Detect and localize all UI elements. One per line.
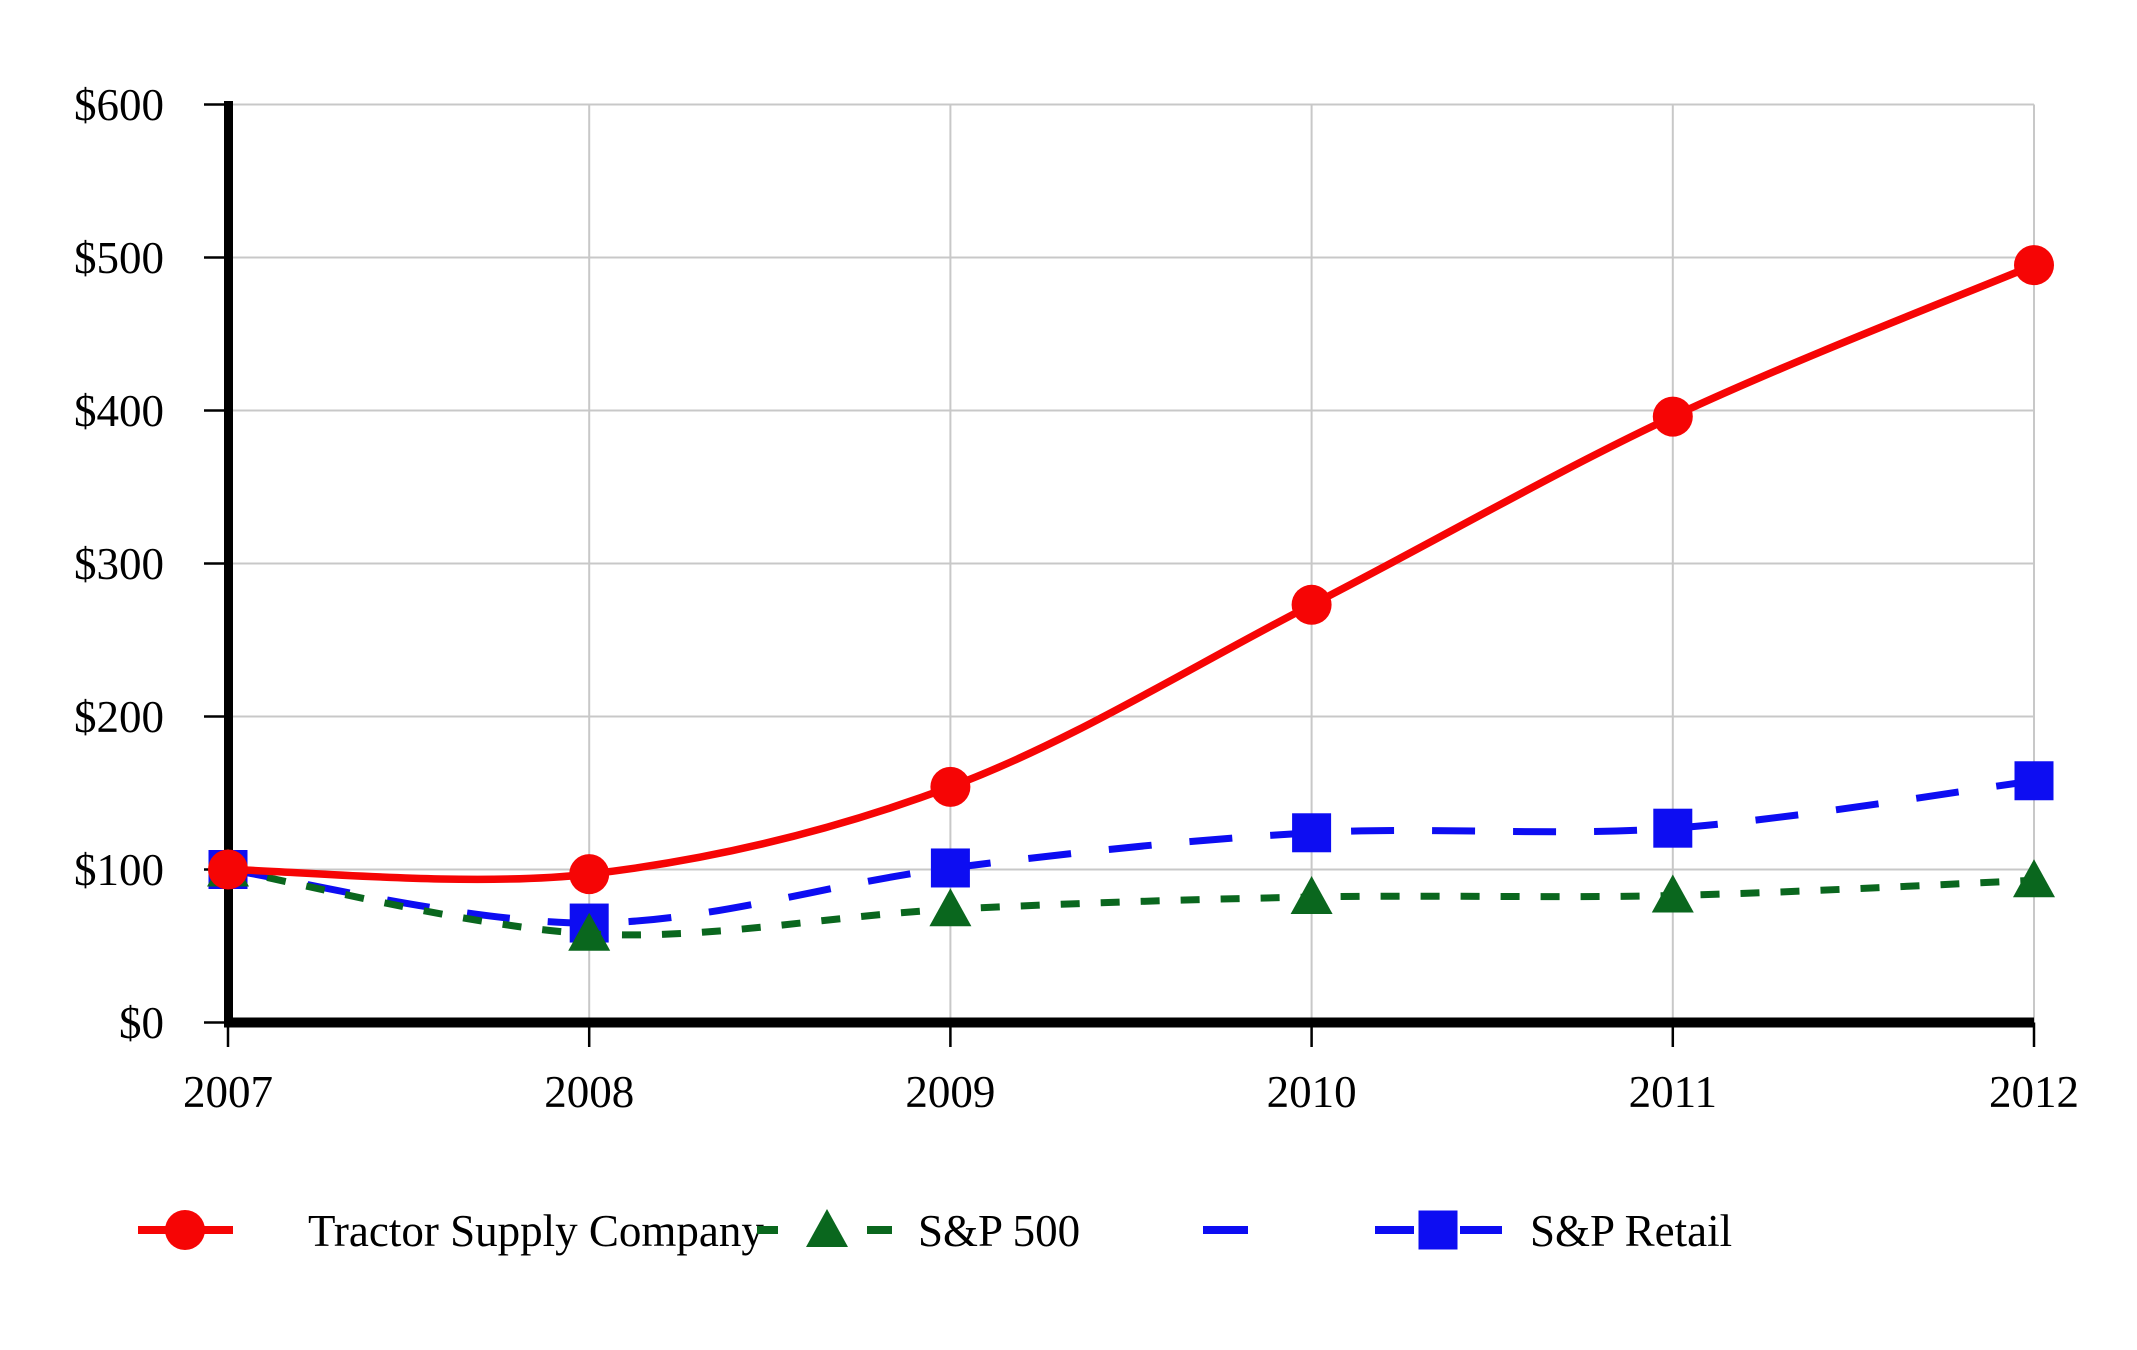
legend-label-s-p-500: S&P 500 xyxy=(918,1206,1080,1256)
marker-triangle-legend-s-p-500 xyxy=(806,1209,848,1247)
y-tick-label: $500 xyxy=(74,233,164,283)
y-tick-label: $0 xyxy=(119,998,164,1048)
marker-square-s-p-retail xyxy=(1653,808,1693,848)
marker-circle-tractor-supply-company xyxy=(2014,245,2054,286)
series-line-s-p-retail xyxy=(227,777,2035,927)
y-tick-label: $100 xyxy=(74,845,164,895)
y-tick-label: $200 xyxy=(74,692,164,742)
y-tick-label: $600 xyxy=(74,80,164,130)
marker-circle-legend-tractor-supply-company xyxy=(165,1210,205,1250)
marker-circle-tractor-supply-company xyxy=(1291,584,1332,625)
marker-circle-tractor-supply-company xyxy=(1652,396,1693,437)
x-tick-label: 2007 xyxy=(183,1067,273,1117)
legend-label-s-p-retail: S&P Retail xyxy=(1530,1206,1732,1256)
marker-square-legend-s-p-retail xyxy=(1418,1210,1458,1250)
y-tick-label: $300 xyxy=(74,539,164,589)
marker-triangle-s-p-500 xyxy=(2013,859,2055,898)
marker-square-s-p-retail xyxy=(1292,813,1332,853)
legend-item-s-p-500: S&P 500 xyxy=(757,1206,1080,1256)
x-tick-label: 2011 xyxy=(1629,1067,1717,1117)
marker-triangle-s-p-500 xyxy=(929,888,972,927)
marker-square-s-p-retail xyxy=(930,848,970,888)
x-tick-label: 2012 xyxy=(1989,1067,2079,1117)
x-tick-label: 2009 xyxy=(905,1067,995,1117)
x-tick-label: 2010 xyxy=(1267,1067,1357,1117)
marker-triangle-s-p-500 xyxy=(1651,874,1694,913)
marker-square-s-p-retail xyxy=(2014,761,2054,801)
marker-circle-tractor-supply-company xyxy=(208,849,248,890)
legend-item-tractor-supply-company: Tractor Supply Company xyxy=(138,1206,764,1256)
marker-triangle-s-p-500 xyxy=(568,912,611,951)
legend-label-tractor-supply-company: Tractor Supply Company xyxy=(308,1206,764,1256)
marker-triangle-s-p-500 xyxy=(1290,876,1333,915)
y-tick-label: $400 xyxy=(74,386,164,436)
marker-circle-tractor-supply-company xyxy=(930,766,971,807)
marker-circle-tractor-supply-company xyxy=(569,854,610,895)
series-line-tractor-supply-company xyxy=(227,261,2036,884)
x-tick-label: 2008 xyxy=(544,1067,634,1117)
legend-item-s-p-retail: S&P Retail xyxy=(1203,1206,1732,1256)
